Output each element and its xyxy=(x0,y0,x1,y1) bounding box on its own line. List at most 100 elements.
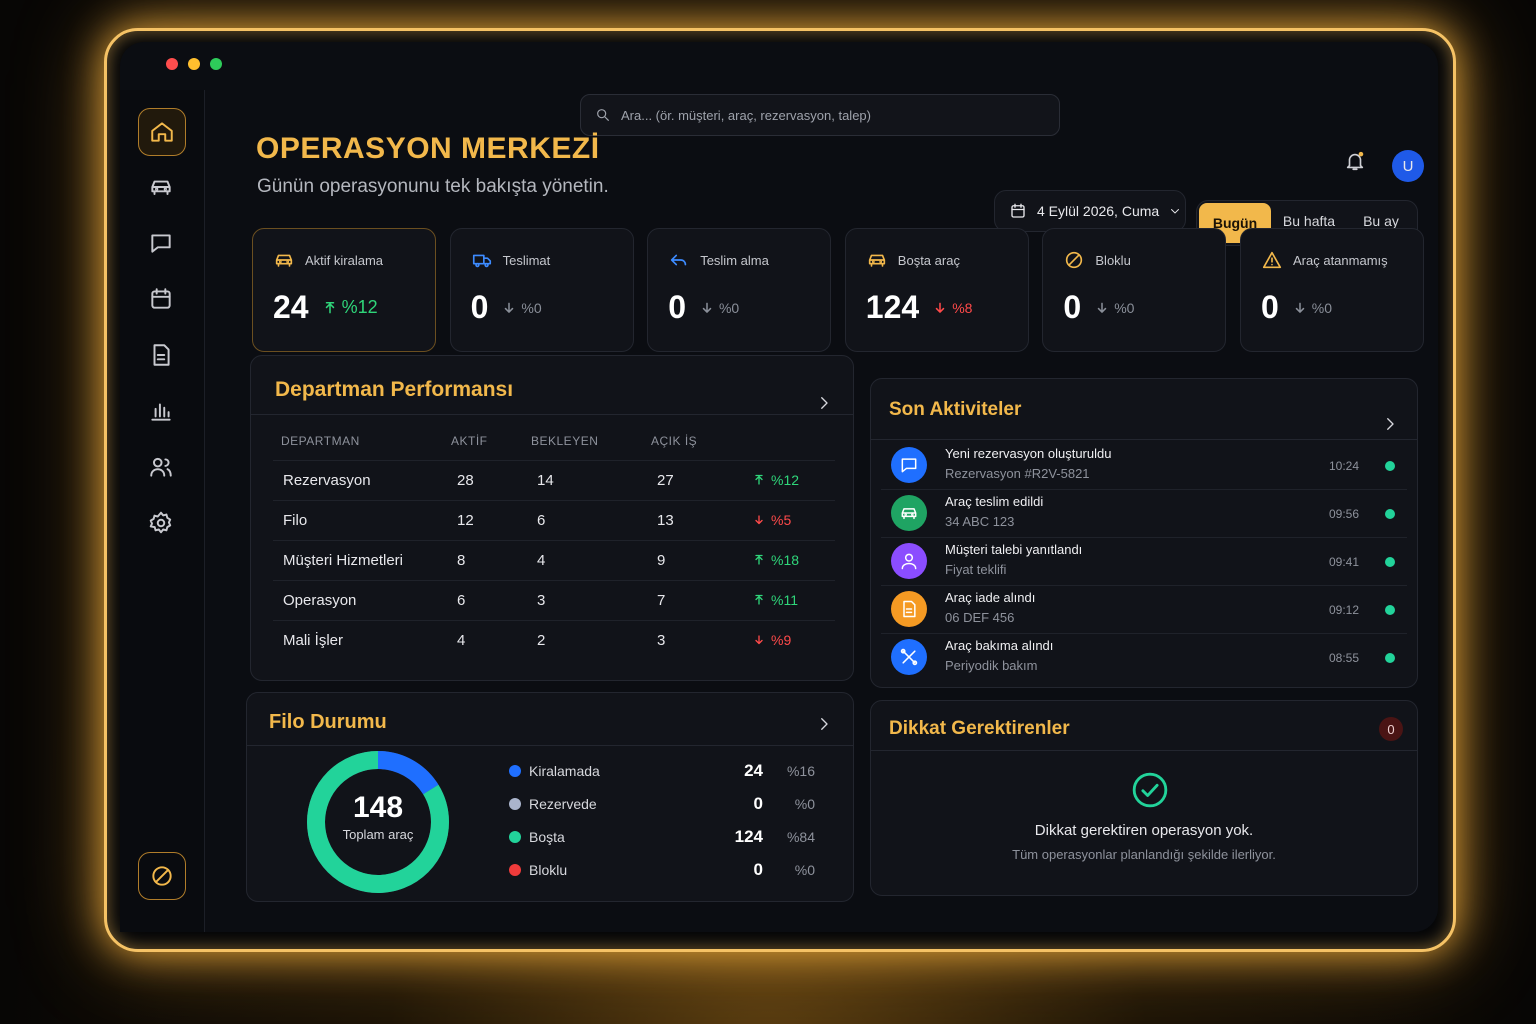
kpi-head: Teslimat xyxy=(471,249,550,271)
trend-arrow xyxy=(1097,302,1107,313)
fleet-panel: Filo Durumu 148 Toplam araç Kiralamada 24 %1… xyxy=(246,692,854,902)
car-icon xyxy=(868,254,885,267)
kpi-value: 0 xyxy=(470,289,489,325)
nav-users[interactable] xyxy=(138,444,184,490)
date-picker[interactable]: 4 Eylül 2026, Cuma xyxy=(994,190,1186,232)
nav-home[interactable] xyxy=(138,108,186,156)
column-header: DEPARTMAN xyxy=(281,434,360,448)
row-divider xyxy=(881,537,1407,538)
nav-calendar[interactable] xyxy=(138,276,184,322)
kpi-value: 0 xyxy=(668,289,686,325)
icon-part xyxy=(1141,783,1159,797)
kpi-value: 124 xyxy=(865,289,920,325)
activity-title: Araç teslim edildi xyxy=(945,494,1044,509)
cell-active: 8 xyxy=(457,552,466,569)
range-option[interactable]: Bu ay xyxy=(1363,213,1399,229)
kpi-change: %0 xyxy=(700,300,739,316)
change-text: %5 xyxy=(771,512,792,528)
department-name: Rezervasyon xyxy=(283,472,371,489)
department-name: Filo xyxy=(283,512,308,529)
activity-time: 08:55 xyxy=(1329,651,1360,665)
users-icon xyxy=(150,457,172,477)
alerts-panel: Dikkat Gerektirenler 0 Dikkat gerektiren… xyxy=(870,700,1418,896)
icon-part xyxy=(151,180,171,196)
cell-pending: 3 xyxy=(537,592,546,609)
activity-icon xyxy=(891,495,927,531)
kpi-label: Araç atanmamış xyxy=(1293,252,1388,268)
kpi-label: Aktif kiralama xyxy=(305,252,384,268)
kpi-head: Teslim alma xyxy=(668,249,769,271)
icon-part xyxy=(505,302,514,313)
search-placeholder: Ara... (ör. müşteri, araç, rezervasyon, … xyxy=(621,107,871,123)
kpi-value-row: 24 %12 xyxy=(273,289,378,326)
icon-part xyxy=(156,518,166,528)
cell-active: 6 xyxy=(457,592,466,609)
kpi-change: %0 xyxy=(1293,300,1332,316)
page-title: OPERASYON MERKEZİ xyxy=(256,132,600,165)
kpi-value-row: 0 %0 xyxy=(471,289,542,326)
range-option[interactable]: Bu hafta xyxy=(1282,213,1336,229)
kpi-card: Teslimat 0 %0 xyxy=(449,228,634,352)
truck-icon xyxy=(472,254,491,268)
icon-part xyxy=(935,302,945,313)
icon-part xyxy=(901,562,917,570)
activity-detail: 34 ABC 123 xyxy=(945,514,1015,529)
window-minimize[interactable] xyxy=(188,58,200,70)
icon-part xyxy=(151,290,171,309)
donut-chart xyxy=(307,751,449,893)
icon-part xyxy=(275,254,293,267)
legend-dot xyxy=(509,864,521,876)
nav-chart[interactable] xyxy=(138,388,184,434)
icon-part xyxy=(151,403,171,421)
kpi-value-row: 0 %0 xyxy=(1261,289,1332,326)
car-icon xyxy=(275,254,293,267)
icon-part xyxy=(604,116,609,121)
row-divider xyxy=(881,585,1407,586)
notification-bell[interactable] xyxy=(1344,150,1366,172)
kpi-card: Teslim alma 0 %0 xyxy=(647,228,832,352)
home-icon xyxy=(151,122,173,142)
trend-arrow xyxy=(755,554,763,565)
nav-gear[interactable] xyxy=(138,500,184,546)
chev-icon xyxy=(1387,418,1394,430)
status-dot xyxy=(1385,653,1395,663)
icon-part xyxy=(1387,418,1394,430)
fleet-total-label: Toplam araç xyxy=(342,827,414,842)
trend-arrow xyxy=(1295,302,1305,313)
chat-icon xyxy=(151,234,171,253)
nav-chat[interactable] xyxy=(138,220,184,266)
nav-doc[interactable] xyxy=(138,332,184,378)
window-maximize[interactable] xyxy=(210,58,222,70)
icon-part xyxy=(904,513,907,516)
kpi-value: 0 xyxy=(1063,289,1082,325)
kpi-change: %8 xyxy=(933,300,972,316)
kpi-change: %0 xyxy=(1095,300,1134,316)
icon-part xyxy=(903,600,916,618)
icon-part xyxy=(1011,205,1025,218)
change-text: %18 xyxy=(771,552,800,568)
nav-compass[interactable] xyxy=(138,852,186,900)
legend-count: 24 xyxy=(744,761,763,780)
icon-part xyxy=(1011,203,1025,211)
cell-pending: 2 xyxy=(537,632,546,649)
nav-car[interactable] xyxy=(138,164,184,210)
activity-title: Yeni rezervasyon oluşturuldu xyxy=(945,446,1112,461)
change-text: %11 xyxy=(771,592,798,608)
kpi-head: Boşta araç xyxy=(866,249,960,271)
cell-open: 9 xyxy=(657,552,666,569)
window-close[interactable] xyxy=(166,58,178,70)
kpi-head: Araç atanmamış xyxy=(1261,249,1388,271)
icon-part xyxy=(912,660,918,666)
icon-part xyxy=(155,869,169,883)
kpi-change-text: %0 xyxy=(1311,299,1333,316)
divider xyxy=(871,750,1417,751)
search-box[interactable]: Ara... (ör. müşteri, araç, rezervasyon, … xyxy=(580,94,1060,136)
user-avatar[interactable]: U xyxy=(1392,150,1424,182)
calendar-icon xyxy=(151,288,171,309)
activity-detail: Rezervasyon #R2V-5821 xyxy=(945,466,1090,481)
dropdown-icon xyxy=(1171,209,1180,214)
kpi-label: Boşta araç xyxy=(897,252,960,268)
kpi-change-text: %0 xyxy=(521,299,542,316)
cell-open: 27 xyxy=(657,472,674,489)
panel-title: Son Aktiviteler xyxy=(889,399,1022,420)
